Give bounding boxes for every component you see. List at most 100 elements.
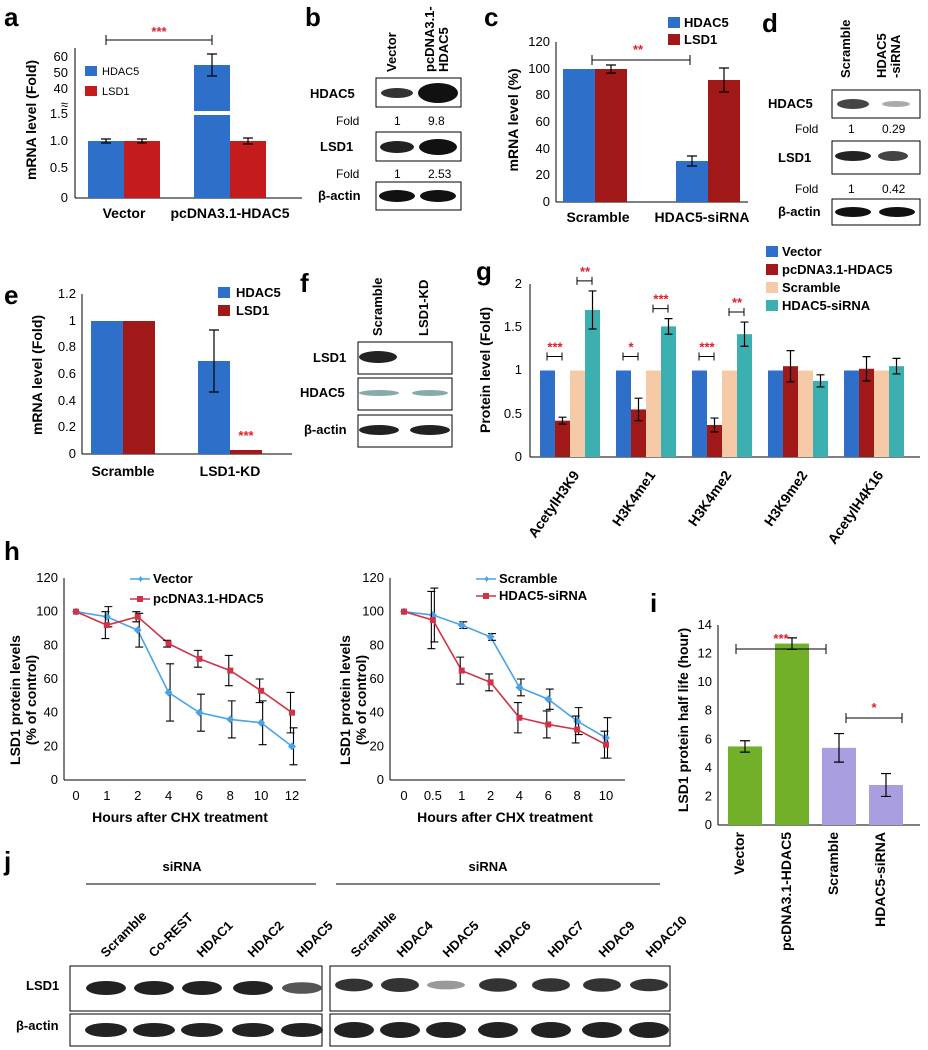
chart-e-sig: *** <box>238 428 254 443</box>
chart-a-ytick: 0.5 <box>50 160 68 175</box>
errorbar-g <box>862 356 871 382</box>
blot-b-fold-label: Fold <box>336 167 359 181</box>
chart-e-ytick: 0 <box>69 446 76 461</box>
chart-h-xtick: 6 <box>196 788 203 803</box>
chart-h-ytick: 100 <box>362 604 384 619</box>
legend-g-scramble-swatch <box>766 282 778 293</box>
blot-band <box>335 978 373 992</box>
blot-f-row-hdac5: HDAC5 <box>300 385 345 400</box>
chart-g-xtick: AcetylH4K16 <box>824 467 886 546</box>
series-line-0 <box>403 610 607 739</box>
sig-g: *** <box>699 340 715 355</box>
series-line-0 <box>75 610 293 747</box>
blot-j-group-label: siRNA <box>162 859 202 874</box>
bar-e-scramble-hdac5 <box>91 321 123 454</box>
errorbar-g <box>710 417 719 433</box>
data-point <box>429 617 436 624</box>
blot-band <box>427 980 465 990</box>
chart-g-ytick: 2 <box>515 276 522 291</box>
blot-band <box>134 981 174 995</box>
errorbar-g <box>558 416 567 425</box>
legend-a-hdac5-swatch <box>85 66 97 76</box>
chart-h-xtick: 6 <box>545 788 552 803</box>
data-point <box>164 688 173 697</box>
data-point <box>486 632 495 641</box>
chart-g-xtick: H3K9me2 <box>761 467 811 529</box>
chart-c-xtick: Scramble <box>566 209 629 225</box>
blot-j-row-actin: β-actin <box>16 1018 59 1033</box>
legend-h1-oe: pcDNA3.1-HDAC5 <box>153 591 264 606</box>
chart-e-ytick: 1.2 <box>58 286 76 301</box>
blot-band <box>381 88 413 98</box>
bar-c-sirna-lsd1 <box>708 80 740 202</box>
blot-band <box>426 1022 466 1038</box>
blot-band <box>479 978 517 992</box>
bar-a-vector-hdac5 <box>88 141 124 198</box>
blot-f: Scramble LSD1-KD LSD1 HDAC5 β-actin <box>300 277 453 448</box>
chart-h-xtick: 10 <box>599 788 613 803</box>
data-point <box>487 679 494 686</box>
blot-b-fold: 1 <box>394 114 401 128</box>
blot-f-lane: Scramble <box>370 277 385 336</box>
chart-h-xtick: 10 <box>254 788 268 803</box>
chart-g-ytick: 1.5 <box>504 319 522 334</box>
panel-label-c: c <box>484 2 498 32</box>
sig-g: ** <box>732 295 743 310</box>
chart-c-errorbars <box>606 64 729 167</box>
blot-d-lane: Scramble <box>838 19 853 78</box>
data-point <box>401 608 407 615</box>
data-point <box>195 708 204 717</box>
chart-a-ytick: 60 <box>54 49 68 64</box>
chart-i-xtick: HDAC5-siRNA <box>872 832 888 927</box>
blot-j-lane: HDAC9 <box>596 918 638 960</box>
legend-e-hdac5: HDAC5 <box>236 285 281 300</box>
errorbar-g <box>740 321 749 347</box>
chart-h-ytick: 80 <box>44 637 58 652</box>
blot-j-row-lsd1: LSD1 <box>26 978 59 993</box>
blot-band <box>380 141 414 153</box>
bar-i-0 <box>728 746 762 825</box>
chart-a-xtick: Vector <box>103 205 146 221</box>
blot-band <box>583 978 621 992</box>
blot-band <box>882 101 910 107</box>
blot-band <box>85 1023 127 1037</box>
chart-i-xtick: Scramble <box>825 832 841 895</box>
chart-a-ytick: 1.0 <box>50 133 68 148</box>
chart-h-xtick: 0.5 <box>424 788 442 803</box>
panel-label-d: d <box>762 8 778 38</box>
bar-g-1-3 <box>783 366 798 457</box>
blot-d: Scramble HDAC5 -siRNA HDAC5 Fold 1 0.29 … <box>768 19 921 226</box>
chart-h-ytick: 120 <box>36 570 58 585</box>
chart-i-sig-bracket <box>735 644 827 654</box>
chart-a-sig-bracket <box>105 35 213 45</box>
chart-g-ytick: 1 <box>515 362 522 377</box>
errorbar-g <box>588 290 597 330</box>
data-point <box>226 715 235 724</box>
blot-d-row-actin: β-actin <box>778 204 821 219</box>
chart-g-ytick: 0.5 <box>504 406 522 421</box>
chart-a: mRNA level (Fold) 0 0.5 1.0 1.5 40 50 60… <box>23 24 302 221</box>
blot-band <box>879 207 915 217</box>
bar-g-3-0 <box>585 309 600 457</box>
chart-i-ytick: 14 <box>698 617 712 632</box>
blot-b: Vector pcDNA3.1- HDAC5 HDAC5 Fold 1 9.8 … <box>310 6 462 211</box>
chart-i-xtick: Vector <box>731 831 747 874</box>
blot-j-lane: HDAC1 <box>194 918 236 960</box>
blot-d-fold-label: Fold <box>795 182 818 196</box>
blot-j-lane: HDAC4 <box>394 917 437 960</box>
legend-h1-vector: Vector <box>153 571 193 586</box>
data-point <box>288 742 296 751</box>
chart-i-ytick: 4 <box>705 760 712 775</box>
chart-e-ytick: 0.2 <box>58 419 76 434</box>
blot-band <box>582 1022 622 1038</box>
chart-a-ytick: 0 <box>61 190 68 205</box>
blot-d-row-lsd1: LSD1 <box>778 150 811 165</box>
legend-a-lsd1: LSD1 <box>102 86 130 98</box>
chart-c-ytick: 80 <box>536 87 550 102</box>
chart-e: mRNA level (Fold) 0 0.2 0.4 0.6 0.8 1 1.… <box>29 285 292 479</box>
chart-c-ytick: 0 <box>543 194 550 209</box>
chart-i-ytick: 12 <box>698 646 712 661</box>
data-point <box>102 612 111 621</box>
legend-a-hdac5: HDAC5 <box>102 66 139 78</box>
chart-g-xtick: H3K4me2 <box>685 467 735 529</box>
